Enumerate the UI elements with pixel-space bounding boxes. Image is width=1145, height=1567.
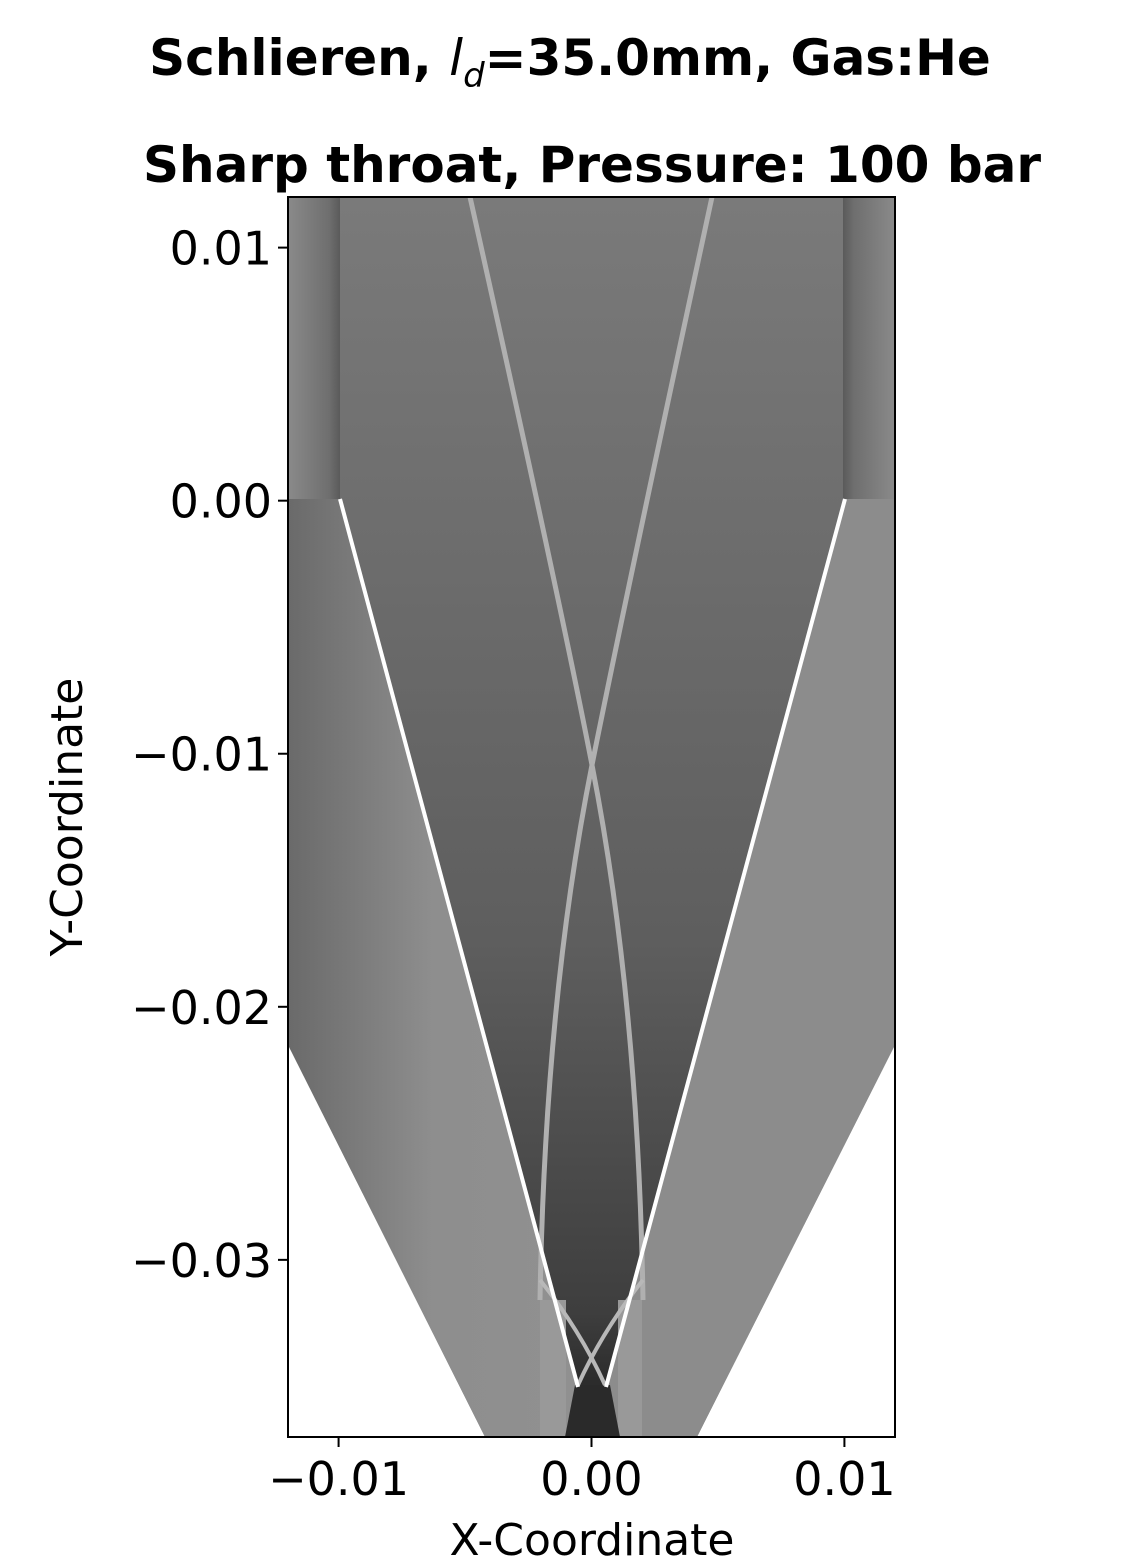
chart-subtitle: Sharp throat, Pressure: 100 bar bbox=[143, 136, 1041, 194]
y-tick-label: −0.02 bbox=[131, 981, 272, 1035]
title-part: Schlieren, bbox=[149, 29, 449, 87]
title-part: d bbox=[463, 56, 485, 96]
chart: Schlieren, ld=35.0mm, Gas:He Sharp throa… bbox=[0, 0, 1145, 1567]
x-tick-label: −0.01 bbox=[268, 1452, 409, 1506]
x-axis-label: X-Coordinate bbox=[449, 1515, 734, 1566]
y-tick-label: −0.01 bbox=[131, 728, 272, 782]
y-tick-label: 0.01 bbox=[170, 222, 272, 276]
y-tick-label: 0.00 bbox=[170, 475, 272, 529]
y-tick-label: −0.03 bbox=[131, 1234, 272, 1288]
x-tick-label: 0.00 bbox=[540, 1452, 642, 1506]
title-part: =35.0mm, Gas:He bbox=[485, 29, 991, 87]
x-tick-label: 0.01 bbox=[793, 1452, 895, 1506]
y-axis-label: Y-Coordinate bbox=[42, 678, 93, 958]
title-part: l bbox=[449, 29, 463, 87]
schlieren-field bbox=[288, 197, 895, 1437]
chart-title: Schlieren, ld=35.0mm, Gas:He bbox=[149, 29, 991, 96]
